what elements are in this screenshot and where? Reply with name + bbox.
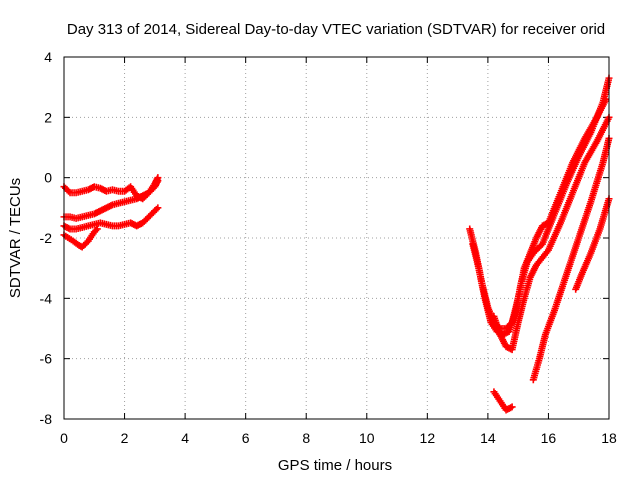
- series-track-3: [60, 204, 162, 233]
- series-track-4: [60, 225, 101, 251]
- data-marks: [60, 74, 613, 414]
- x-tick-label: 18: [601, 430, 617, 446]
- y-axis-label: SDTVAR / TECUs: [7, 178, 24, 298]
- x-tick-label: 0: [60, 430, 68, 446]
- series-track-7: [490, 113, 613, 354]
- x-tick-label: 14: [480, 430, 496, 446]
- data-point: [537, 242, 545, 250]
- plot-frame: [63, 56, 610, 420]
- data-point: [152, 205, 160, 213]
- y-tick-label: -2: [40, 230, 53, 246]
- y-tick-label: 0: [44, 170, 52, 186]
- x-tick-label: 16: [541, 430, 557, 446]
- data-point: [93, 225, 101, 233]
- y-axis-ticks: -8 -6 -4 -2 0 2 4: [40, 49, 609, 427]
- data-point: [154, 204, 162, 212]
- y-tick-label: 2: [44, 109, 52, 125]
- series-track-9: [529, 134, 613, 384]
- data-point: [508, 403, 516, 411]
- y-tick-label: -6: [40, 351, 53, 367]
- y-tick-label: -8: [40, 411, 53, 427]
- x-tick-label: 12: [420, 430, 436, 446]
- chart-title: Day 313 of 2014, Sidereal Day-to-day VTE…: [67, 21, 605, 38]
- grid-lines: [64, 57, 609, 419]
- series-track-10: [572, 195, 613, 293]
- y-tick-label: -4: [40, 290, 53, 306]
- x-tick-label: 10: [359, 430, 375, 446]
- x-axis-label: GPS time / hours: [278, 457, 392, 474]
- data-point: [65, 187, 73, 195]
- y-tick-label: 4: [44, 49, 52, 65]
- x-tick-label: 8: [302, 430, 310, 446]
- x-tick-label: 2: [121, 430, 129, 446]
- data-point: [154, 177, 162, 185]
- series-track-8: [490, 388, 516, 414]
- data-point: [92, 226, 100, 234]
- series-track-6: [469, 74, 613, 339]
- x-tick-label: 6: [242, 430, 250, 446]
- x-axis-ticks: 0 2 4 6 8 10 12 14 16 18: [60, 57, 617, 446]
- series-track-2: [60, 177, 162, 222]
- x-tick-label: 4: [181, 430, 189, 446]
- series-track-1: [60, 174, 162, 203]
